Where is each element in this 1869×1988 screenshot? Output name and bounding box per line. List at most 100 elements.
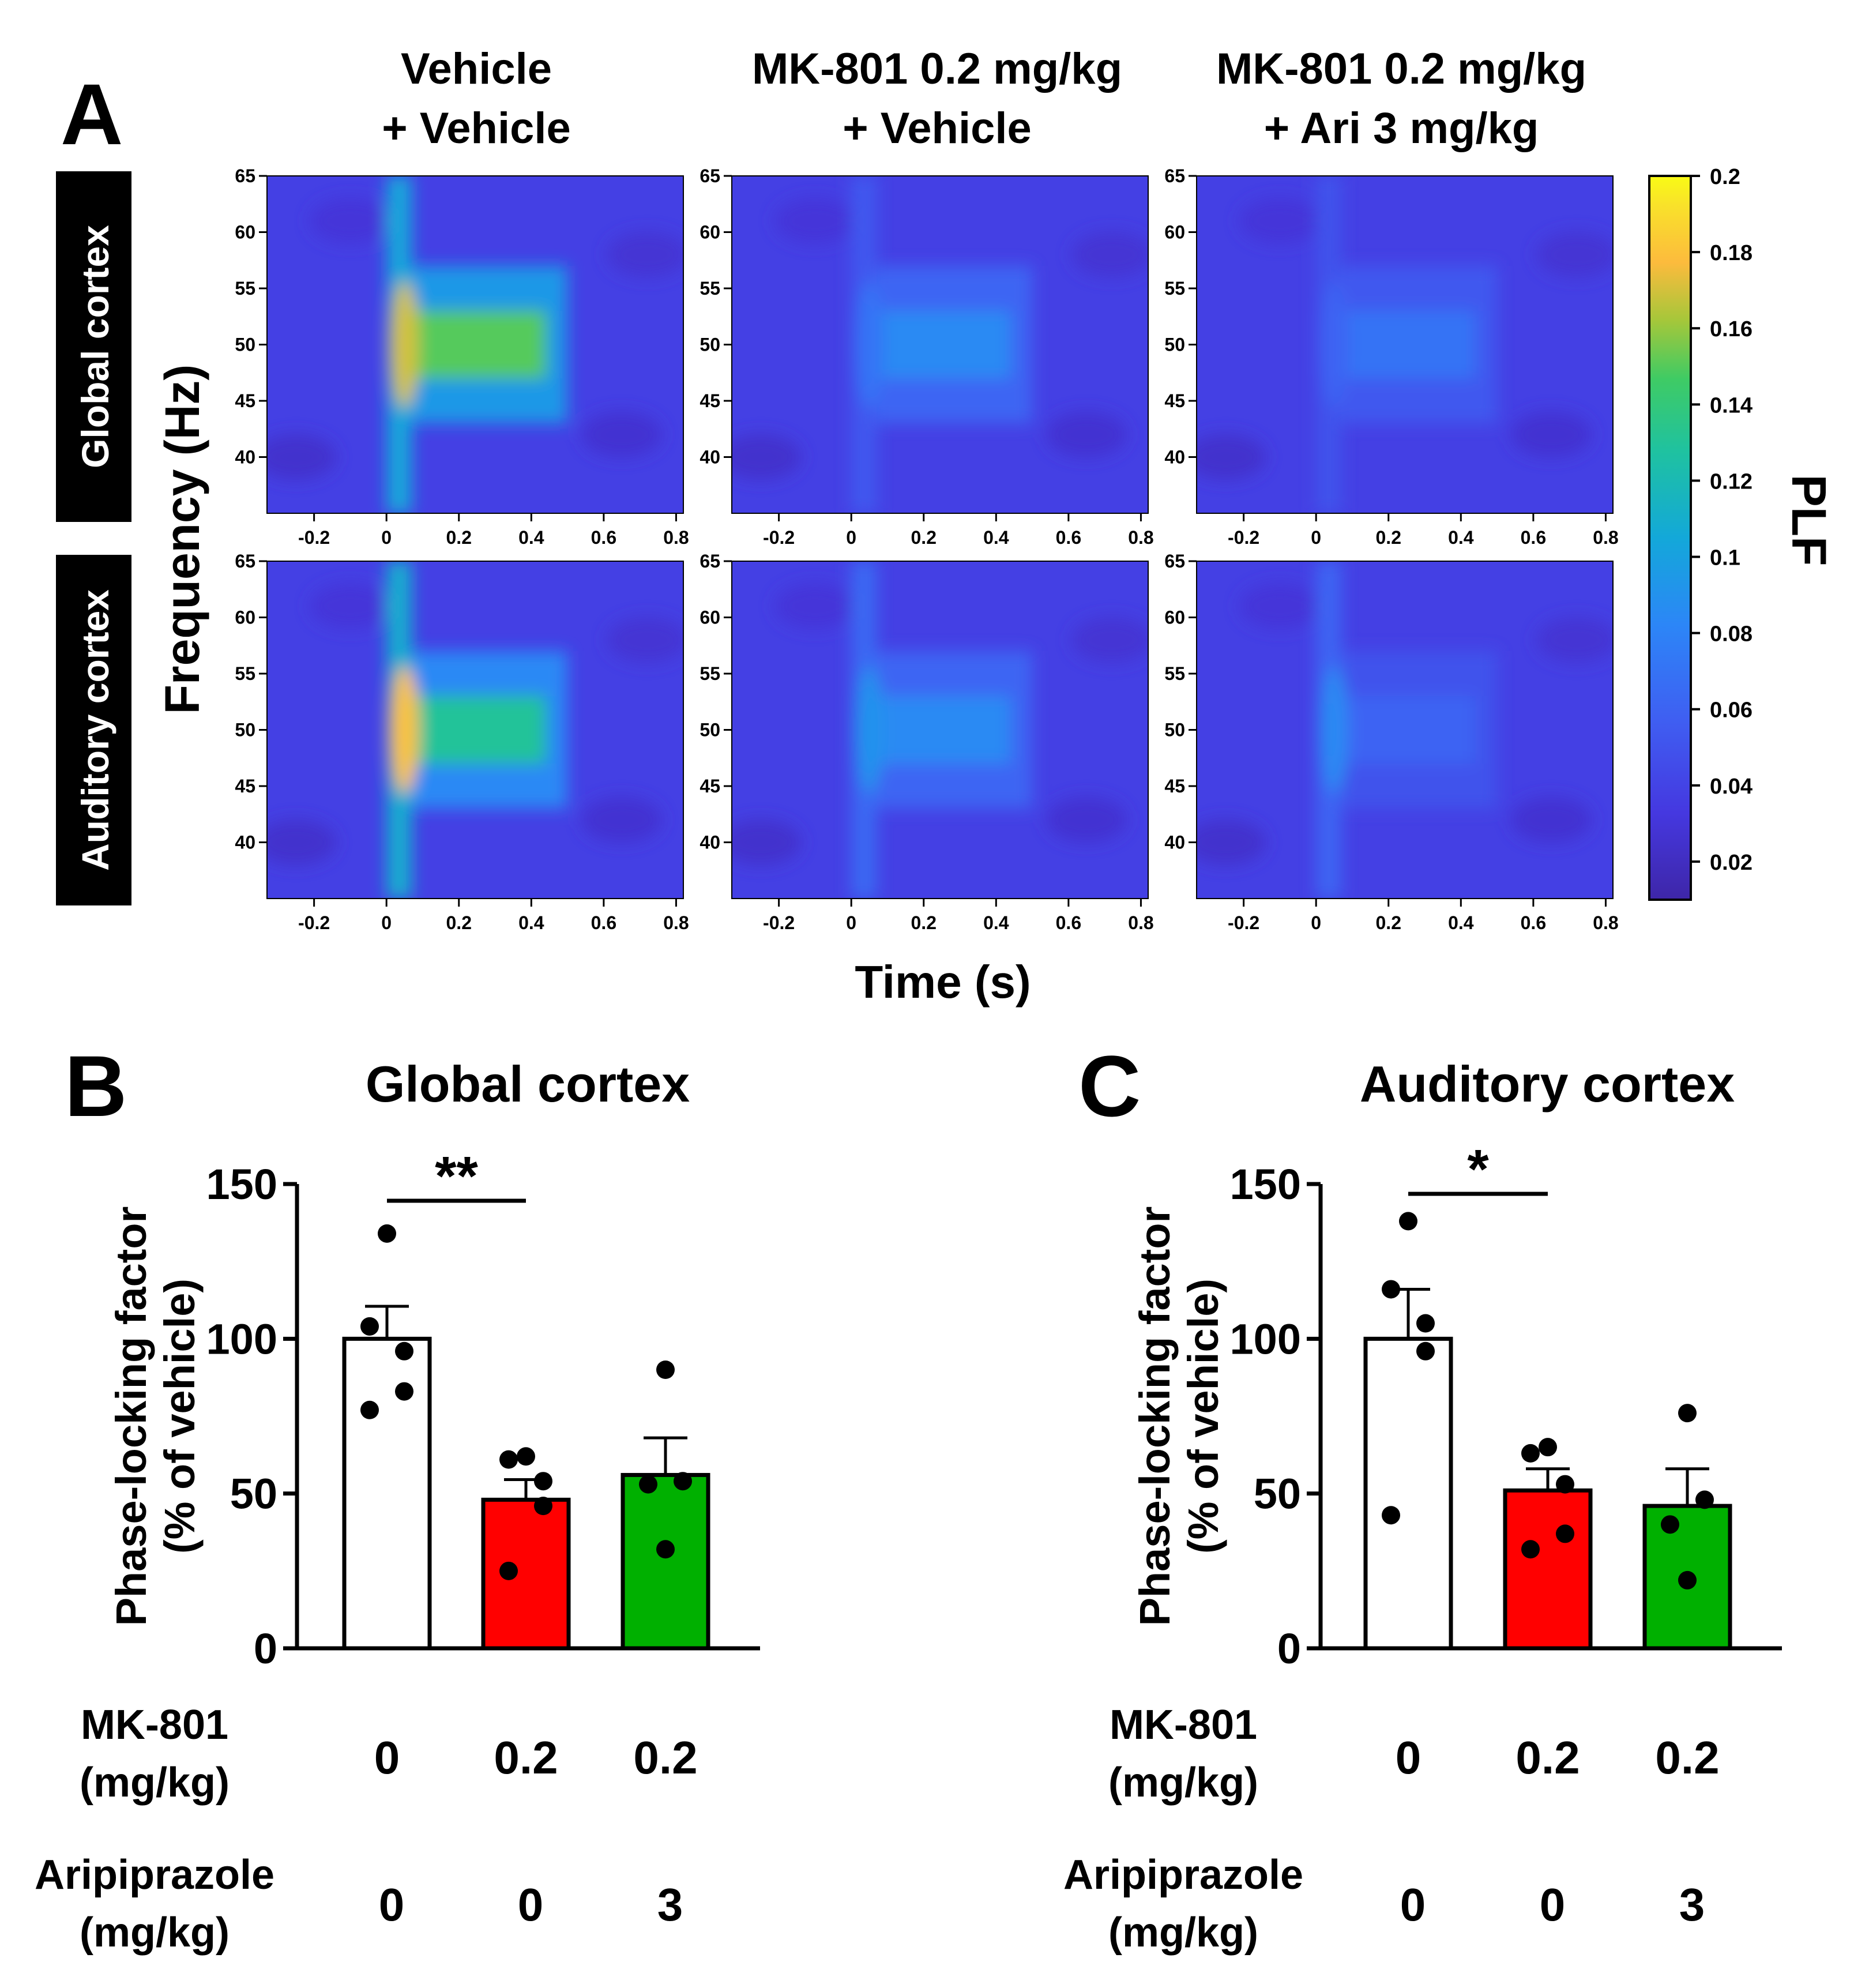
colorbar-ticks: 0.2 0.18 0.16 0.14 0.12 0.1 0.08 0.06 0.04 0.02 (1691, 165, 1753, 875)
heatmap-x-tick-label: 0.4 (983, 527, 1009, 548)
data-point (1521, 1540, 1540, 1559)
heatmap-x-tick-label: 0.2 (911, 912, 937, 933)
heatmap-y-tick-label: 65 (235, 166, 255, 186)
heatmap-x-tick-label: 0.8 (663, 527, 689, 548)
aripiprazole-dose-value: 0 (1400, 1879, 1426, 1930)
heatmap-y-tick-label: 40 (700, 832, 720, 853)
heatmap-y-tick-label: 45 (700, 776, 720, 796)
data-point (1661, 1515, 1679, 1534)
aripiprazole-dose-value: 0 (1540, 1879, 1566, 1930)
heatmap-y-tick-label: 40 (235, 447, 255, 468)
heatmap-x-tick-label: 0.4 (1448, 912, 1474, 933)
bar-y-tick-label: 150 (206, 1160, 277, 1208)
bar (621, 1472, 710, 1651)
heatmap-x-tick-label: 0 (846, 527, 856, 548)
mk801-dose-value: 0.2 (1515, 1732, 1580, 1783)
column-header-1-line2: + Vehicle (382, 104, 570, 153)
data-point (360, 1400, 379, 1419)
onset-peak (855, 666, 883, 794)
column-headers: Vehicle + Vehicle MK-801 0.2 mg/kg + Veh… (382, 44, 1586, 153)
data-point (534, 1472, 552, 1491)
data-point (1382, 1280, 1400, 1299)
bar (1363, 1336, 1453, 1651)
colorbar-label: PLF (1782, 475, 1836, 566)
aripiprazole-dose-value: 3 (1679, 1879, 1705, 1930)
heatmap-x-tick-label: -0.2 (298, 527, 330, 548)
heatmap-y-tick-label: 65 (235, 551, 255, 572)
heatmap-y-tick-label: 65 (1164, 551, 1185, 572)
heatmap-x-tick-label: -0.2 (298, 912, 330, 933)
data-point (395, 1341, 413, 1361)
column-header-2-line2: + Vehicle (843, 104, 1031, 153)
onset-peak (390, 666, 419, 794)
colorbar-tick-label: 0.06 (1710, 698, 1753, 723)
heatmap-x-tick-label: 0.2 (1376, 527, 1401, 548)
colorbar-gradient (1648, 175, 1692, 901)
bar-y-tick-label: 50 (1254, 1470, 1301, 1518)
data-point (1382, 1506, 1400, 1525)
heatmap-y-tick-label: 50 (235, 335, 255, 355)
heatmap-y-tick-label: 60 (1164, 607, 1185, 628)
heatmap-y-tick-label: 50 (700, 335, 720, 355)
column-header-3-line2: + Ari 3 mg/kg (1264, 104, 1539, 153)
heatmap-x-axis-label: Time (s) (855, 956, 1031, 1008)
heatmap-x-tick-label: 0.2 (911, 527, 937, 548)
heatmap-x-tick-label: 0.8 (1128, 527, 1153, 548)
heatmap-x-tick-label: 0 (1311, 912, 1321, 933)
bar-y-axis-label-line2: (% of vehicle) (1179, 1279, 1227, 1554)
mk801-label-line2: (mg/kg) (1108, 1760, 1258, 1806)
onset-peak (1320, 666, 1348, 794)
heatmap-y-tick-label: 45 (1164, 390, 1185, 411)
heatmap-x-tick-label: 0 (846, 912, 856, 933)
heatmap-y-tick-label: 45 (700, 390, 720, 411)
heatmap-x-tick-label: 0.4 (518, 527, 544, 548)
row-label-global: Global cortex (56, 171, 131, 522)
colorbar-tick-label: 0.1 (1710, 546, 1740, 570)
heatmap-x-tick-label: 0 (381, 912, 392, 933)
sustained-core (1345, 696, 1476, 764)
heatmap-y-tick-label: 65 (1164, 166, 1185, 186)
heatmap-y-tick-label: 55 (700, 278, 720, 299)
heatmap-y-tick-label: 45 (235, 390, 255, 411)
aripiprazole-label-line2: (mg/kg) (80, 1910, 230, 1956)
bar-chart-title: Auditory cortex (1360, 1055, 1735, 1113)
mk801-dose-value: 0 (374, 1732, 400, 1783)
heatmap-y-tick-label: 55 (1164, 278, 1185, 299)
heatmap-x-tick-label: -0.2 (763, 912, 795, 933)
panel-c-letter: C (1078, 1038, 1141, 1134)
onset-peak (390, 281, 419, 408)
column-header-3-line1: MK-801 0.2 mg/kg (1216, 44, 1586, 93)
heatmap-x-tick-label: 0.6 (1056, 527, 1081, 548)
panel-a-letter: A (61, 66, 123, 163)
bar-y-tick-label: 0 (1277, 1625, 1301, 1673)
heatmap-3: 65 60 55 50 45 40 -0.2 0 0.2 0.4 0.6 0.8 (1164, 166, 1618, 548)
heatmap-y-tick-label: 50 (700, 720, 720, 741)
heatmap-y-tick-label: 45 (235, 776, 255, 796)
colorbar-tick-label: 0.08 (1710, 622, 1753, 647)
heatmap-y-tick-label: 50 (1164, 720, 1185, 741)
aripiprazole-dose-value: 0 (518, 1879, 544, 1930)
heatmap-y-tick-label: 50 (235, 720, 255, 741)
heatmap-x-tick-label: 0.6 (591, 912, 616, 933)
heatmap-x-tick-label: -0.2 (1228, 527, 1259, 548)
row-label-auditory: Auditory cortex (56, 555, 131, 905)
bar-y-axis-label-line1: Phase-locking factor (1131, 1207, 1179, 1626)
heatmap-x-tick-label: 0.8 (663, 912, 689, 933)
heatmap-x-tick-label: 0.4 (1448, 527, 1474, 548)
heatmap-x-tick-label: -0.2 (1228, 912, 1259, 933)
data-point (1521, 1444, 1540, 1463)
heatmap-y-tick-label: 60 (700, 607, 720, 628)
heatmap-x-tick-label: 0.6 (1521, 527, 1546, 548)
heatmap-y-tick-label: 40 (1164, 447, 1185, 468)
data-point (639, 1475, 657, 1494)
heatmap-x-tick-label: 0.8 (1593, 527, 1618, 548)
heatmap-x-tick-label: 0.8 (1128, 912, 1153, 933)
bar-y-tick-label: 100 (1230, 1315, 1301, 1363)
mk801-dose-value: 0.2 (494, 1732, 558, 1783)
sustained-core (880, 311, 1011, 378)
panel-b: B Global cortex Phase-locking factor (% of … (35, 1038, 760, 1956)
data-point (674, 1472, 692, 1491)
heatmap-y-tick-label: 60 (235, 607, 255, 628)
data-point (1399, 1212, 1417, 1231)
heatmap-x-tick-label: 0.6 (591, 527, 616, 548)
